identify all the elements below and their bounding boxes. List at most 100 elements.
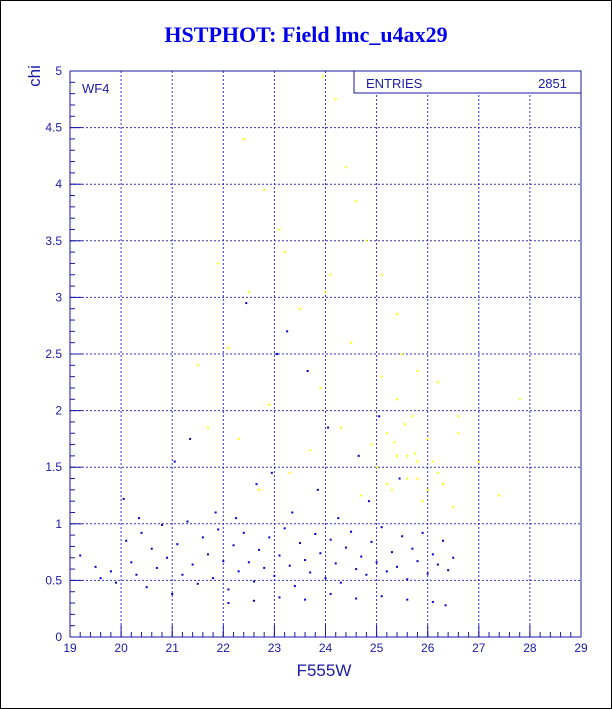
y-tick-label: 5 (55, 64, 62, 78)
data-point (518, 398, 521, 401)
data-point (350, 530, 353, 533)
data-point (278, 554, 281, 557)
data-point (166, 556, 169, 559)
data-point (99, 577, 102, 580)
data-point (227, 347, 230, 350)
data-point (275, 353, 278, 355)
data-point (398, 477, 401, 480)
data-point (375, 466, 378, 469)
data-point (286, 330, 289, 333)
data-point (201, 536, 204, 539)
data-point (436, 563, 439, 566)
data-point (334, 562, 337, 565)
data-point (401, 353, 404, 355)
data-point (403, 423, 406, 426)
data-point (217, 262, 220, 265)
data-point (150, 547, 153, 550)
data-point (378, 415, 381, 418)
x-tick-label: 25 (370, 641, 384, 655)
data-point (235, 517, 238, 520)
data-point (365, 239, 368, 242)
data-point (268, 536, 271, 539)
x-tick-label: 26 (421, 641, 435, 655)
data-point (370, 540, 373, 543)
x-tick-label: 27 (472, 641, 486, 655)
data-point (380, 526, 383, 529)
data-point (401, 535, 404, 538)
data-point (416, 369, 419, 372)
stats-box-border (353, 70, 582, 94)
data-point (498, 494, 501, 497)
data-point (319, 386, 322, 389)
stats-box: ENTRIES 2851 (353, 70, 582, 94)
x-tick-label: 23 (268, 641, 282, 655)
data-point (217, 528, 220, 531)
data-point (114, 581, 117, 584)
data-point (319, 552, 322, 555)
data-point (278, 228, 281, 231)
data-point (293, 585, 296, 588)
data-point (227, 602, 230, 605)
data-point (337, 517, 340, 520)
data-point (367, 500, 370, 503)
data-point (442, 539, 445, 542)
data-point (431, 460, 434, 463)
stats-label: ENTRIES (366, 76, 423, 91)
data-point (288, 564, 291, 567)
data-point (186, 520, 189, 523)
data-points (79, 75, 521, 607)
data-point (306, 369, 309, 372)
data-point (196, 582, 199, 585)
data-point (411, 547, 414, 550)
series-rejected-points (196, 75, 521, 508)
data-point (278, 596, 281, 599)
data-point (189, 437, 192, 440)
data-point (283, 251, 286, 254)
data-point (344, 166, 347, 169)
data-point (350, 341, 353, 344)
data-point (375, 561, 378, 564)
data-point (385, 432, 388, 435)
data-point (416, 560, 419, 563)
data-point (360, 555, 363, 558)
data-point (431, 600, 434, 603)
data-point (171, 592, 174, 595)
data-point (390, 551, 393, 554)
x-tick-label: 24 (319, 641, 333, 655)
axis-ticks (69, 70, 582, 638)
y-tick-label: 2.5 (45, 347, 62, 361)
y-tick-label: 3.5 (45, 234, 62, 248)
data-point (406, 578, 409, 581)
data-point (206, 553, 209, 556)
data-point (360, 494, 363, 497)
data-point (396, 565, 399, 568)
data-point (255, 483, 258, 486)
data-point (426, 437, 429, 440)
data-point (431, 553, 434, 556)
data-point (263, 188, 266, 191)
data-point (155, 566, 158, 569)
data-point (145, 586, 148, 589)
data-point (324, 290, 327, 293)
data-point (426, 488, 429, 491)
data-point (109, 570, 112, 573)
data-point (252, 580, 255, 583)
data-point (298, 542, 301, 545)
data-point (130, 561, 133, 564)
data-point (365, 573, 368, 576)
x-tick-label: 22 (217, 641, 231, 655)
data-point (196, 364, 199, 367)
data-point (355, 568, 358, 571)
data-point (222, 560, 225, 563)
y-tick-label: 3 (55, 290, 62, 304)
data-point (176, 543, 179, 546)
data-point (411, 415, 414, 418)
data-point (355, 200, 358, 203)
data-point (380, 595, 383, 598)
x-axis-title: F555W (297, 661, 352, 680)
data-point (273, 574, 276, 577)
data-point (477, 460, 480, 463)
y-tick-label: 1.5 (45, 460, 62, 474)
y-axis-title: chi (25, 65, 44, 87)
data-point (237, 437, 240, 440)
